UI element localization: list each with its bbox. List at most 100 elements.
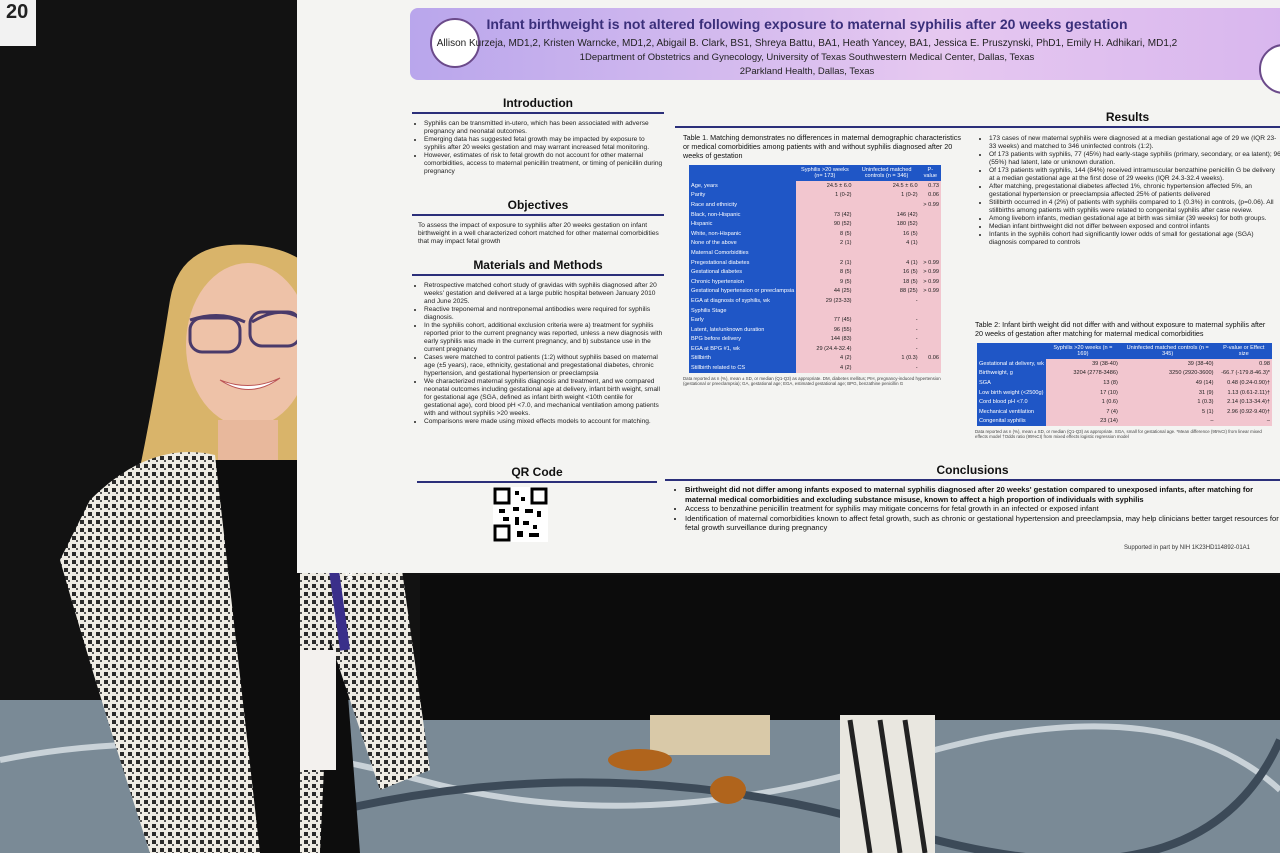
- table-cell: [796, 200, 854, 210]
- table-cell: [853, 248, 920, 258]
- table-cell: 9 (5): [796, 276, 854, 287]
- table-row: Syphilis Stage: [689, 305, 941, 316]
- table-footnote: Data reported as n (%), mean ± SD, or me…: [975, 429, 1262, 440]
- table-row: Stillbirth related to CS 4 (2) -: [689, 363, 941, 373]
- table-cell: 0.73: [919, 181, 941, 191]
- table-row: Stillbirth 4 (2) 1 (0.3) 0.06: [689, 353, 941, 364]
- bullet-list: Birthweight did not differ among infants…: [665, 485, 1280, 533]
- table-cell: 29 (23-33): [796, 296, 854, 306]
- table-cell: 73 (42): [796, 209, 854, 220]
- table-cell: 5 (1): [1119, 406, 1216, 417]
- header-cell: Uninfected matched controls (n = 345): [1119, 343, 1216, 359]
- table-cell: -: [853, 315, 920, 325]
- table-row: Gestational diabetes 8 (5) 16 (5) > 0.99: [689, 267, 941, 277]
- table-cell: 3204 (2778-3486): [1045, 368, 1120, 379]
- table-cell: Maternal Comorbidities: [689, 248, 797, 258]
- table-cell: [919, 315, 941, 325]
- table-cell: Latent, late/unknown duration: [689, 324, 797, 335]
- table-cell: –: [1215, 416, 1272, 427]
- table-cell: EGA at diagnosis of syphilis, wk: [689, 296, 797, 306]
- section-heading: Materials and Methods: [412, 258, 664, 276]
- qr-code: [493, 487, 548, 542]
- table-cell: 24.5 ± 6.0: [796, 181, 854, 191]
- bullet: Comparisons were made using mixed effect…: [424, 418, 664, 426]
- bullet: After matching, pregestational diabetes …: [989, 183, 1280, 199]
- table-cell: Birthweight, g: [977, 368, 1046, 379]
- table-cell: [919, 248, 941, 258]
- section-heading: Objectives: [412, 198, 664, 216]
- table-cell: [919, 324, 941, 335]
- poster: Infant birthweight is not altered follow…: [297, 0, 1280, 573]
- table-cell: 3250 (2920-3600): [1119, 368, 1216, 379]
- table-row: Parity 1 (0-2) 1 (0-2) 0.06: [689, 190, 941, 201]
- header-cell: P-value or Effect size: [1215, 343, 1272, 359]
- table-cell: [796, 248, 854, 258]
- table-cell: 1.13 (0.61-2.11)†: [1215, 387, 1272, 398]
- bullet: Emerging data has suggested fetal growth…: [424, 136, 664, 152]
- face: [186, 263, 310, 427]
- methods: Materials and Methods Retrospective matc…: [412, 258, 664, 426]
- table-cell: > 0.99: [919, 286, 941, 297]
- table-cell: [919, 305, 941, 316]
- table-cell: 0.48 (0.24-0.90)†: [1215, 378, 1272, 388]
- bullet: Median infant birthweight did not differ…: [989, 223, 1280, 231]
- table-cell: Stillbirth related to CS: [689, 363, 797, 373]
- table-cell: Age, years: [689, 181, 797, 191]
- table-cell: [919, 296, 941, 306]
- table-cell: -: [853, 324, 920, 335]
- table-cell: Hispanic: [689, 219, 797, 229]
- table-row: Latent, late/unknown duration 96 (55) -: [689, 324, 941, 335]
- sign-number: 20: [6, 1, 28, 23]
- table-cell: Race and ethnicity: [689, 200, 797, 210]
- table-cell: [853, 305, 920, 316]
- smile: [219, 377, 281, 390]
- table-row: Chronic hypertension 9 (5) 18 (5) > 0.99: [689, 276, 941, 287]
- table-row: EGA at BPG #1, wk 29 (24.4-32.4) -: [689, 344, 941, 354]
- results-bullets: 173 cases of new maternal syphilis were …: [977, 135, 1280, 247]
- table-cell: 77 (45): [796, 315, 854, 325]
- table-cell: 4 (2): [796, 353, 854, 364]
- table-cell: 1 (0-2): [853, 190, 920, 201]
- introduction: Introduction Syphilis can be transmitted…: [412, 96, 664, 176]
- table-cell: 4 (1): [853, 238, 920, 249]
- bullet: Of 173 patients with syphilis, 144 (84%)…: [989, 167, 1280, 183]
- conclusions: Conclusions Birthweight did not differ a…: [665, 463, 1280, 533]
- table-cell: 0.98: [1215, 359, 1272, 369]
- table-cell: 1 (0.3): [1119, 397, 1216, 407]
- objectives: Objectives To assess the impact of expos…: [412, 198, 664, 246]
- neck: [218, 420, 278, 460]
- table-cell: > 0.99: [919, 200, 941, 210]
- table-cell: [796, 305, 854, 316]
- table-cell: [919, 238, 941, 249]
- table-cell: Pregestational diabetes: [689, 257, 797, 268]
- table-row: Gestational hypertension or preeclampsia…: [689, 286, 941, 297]
- section-heading: Introduction: [412, 96, 664, 114]
- header-cell: [689, 165, 797, 181]
- table-cell: 18 (5): [853, 276, 920, 287]
- bullet: 173 cases of new maternal syphilis were …: [989, 135, 1280, 151]
- table-cell: -: [853, 296, 920, 306]
- table-cell: 180 (52): [853, 219, 920, 229]
- table-cell: 2.96 (0.92-9.40)†: [1215, 406, 1272, 417]
- table-cell: EGA at BPG #1, wk: [689, 344, 797, 354]
- table-cell: Black, non-Hispanic: [689, 209, 797, 220]
- header-cell: Syphilis >20 weeks (n = 169): [1045, 343, 1120, 359]
- badge: [300, 650, 336, 770]
- board-lower: [420, 575, 1280, 720]
- legs-bg: [650, 715, 770, 755]
- table-cell: [919, 209, 941, 220]
- table-cell: > 0.99: [919, 257, 941, 268]
- table-cell: Parity: [689, 190, 797, 201]
- paragraph: To assess the impact of exposure to syph…: [418, 222, 659, 245]
- table-cell: SGA: [977, 378, 1046, 388]
- table: Syphilis >20 weeks (n = 169) Uninfected m…: [977, 343, 1272, 427]
- bullet: We characterized maternal syphilis diagn…: [424, 378, 664, 418]
- table-cell: 31 (9): [1119, 387, 1216, 398]
- table-cell: [919, 228, 941, 239]
- table-cell: Early: [689, 315, 797, 325]
- bullet: Among liveborn infants, median gestation…: [989, 215, 1280, 223]
- table-cell: 1 (0.3): [853, 353, 920, 364]
- header-cell: P-value: [919, 165, 941, 181]
- table-cell: 0.06: [919, 190, 941, 201]
- table-cell: -: [853, 363, 920, 373]
